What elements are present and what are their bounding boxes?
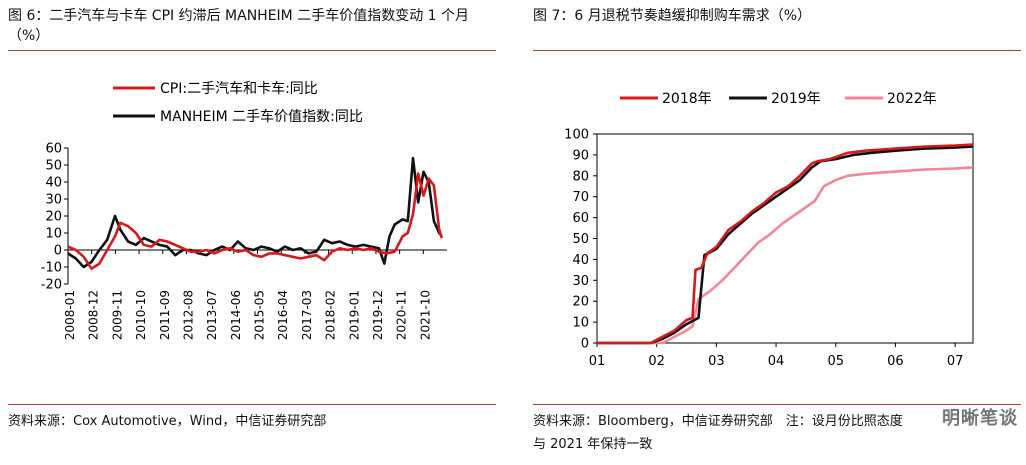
x-tick-label: 06 <box>887 354 904 369</box>
x-tick-label: 2019-12 <box>371 290 385 340</box>
y-tick-label: 20 <box>572 295 589 310</box>
x-tick-label: 05 <box>827 354 844 369</box>
right-top-rule <box>533 50 1021 51</box>
x-tick-label: 2016-04 <box>276 290 290 340</box>
y-tick-label: -20 <box>41 278 62 293</box>
y-tick-label: 100 <box>564 128 589 143</box>
plot-area-frame <box>596 133 974 344</box>
x-tick-label: 2017-03 <box>300 290 314 340</box>
x-tick-label: 2015-05 <box>253 290 267 340</box>
x-tick-label: 2014-06 <box>229 290 243 340</box>
right-source-line1: 资料来源：Bloomberg，中信证券研究部 注：设月份比照态度 <box>533 414 903 429</box>
y-tick-label: 10 <box>45 227 62 242</box>
y-tick-label: 0 <box>581 337 589 352</box>
x-tick-label: 2018-02 <box>324 290 338 340</box>
y-tick-label: 30 <box>572 274 589 289</box>
right-bottom-rule <box>533 404 1021 405</box>
y-tick-label: 60 <box>45 142 62 157</box>
y-tick-label: 10 <box>572 316 589 331</box>
x-tick-label: 2009-11 <box>110 290 124 340</box>
x-tick-label: 2012-08 <box>181 290 195 340</box>
y-tick-label: 40 <box>45 176 62 191</box>
y-tick-label: -10 <box>41 261 62 276</box>
x-tick-label: 03 <box>708 354 725 369</box>
y-tick-label: 80 <box>572 169 589 184</box>
right-chart-panel: 图 7：6 月退税节奏趋缓抑制购车需求（%） 100 90 80 70 60 50 40 30… <box>525 0 1026 465</box>
x-tick-label: 2020-11 <box>395 290 409 340</box>
y-tick-label: 40 <box>572 253 589 268</box>
y-tick-label: 0 <box>54 244 62 259</box>
x-tick-label: 2008-01 <box>63 290 77 340</box>
x-tick-label: 2008-12 <box>87 290 101 340</box>
legend-label: MANHEIM 二手车价值指数:同比 <box>160 108 363 125</box>
x-tick-label: 2019-01 <box>347 290 361 340</box>
left-chart-panel: 图 6：二手汽车与卡车 CPI 约滞后 MANHEIM 二手车价值指数变动 1 … <box>0 0 500 465</box>
right-chart-title: 图 7：6 月退税节奏趋缓抑制购车需求（%） <box>533 8 812 24</box>
left-top-rule <box>8 50 496 51</box>
series-line <box>67 156 443 269</box>
series-line <box>597 145 974 345</box>
x-tick-label: 02 <box>648 354 665 369</box>
y-tick-label: 30 <box>45 193 62 208</box>
x-tick-label: 04 <box>768 354 785 369</box>
x-tick-label: 2011-09 <box>158 290 172 340</box>
legend-label: 2022年 <box>887 91 937 107</box>
left-chart-title: 图 6：二手汽车与卡车 CPI 约滞后 MANHEIM 二手车价值指数变动 1 … <box>8 8 470 44</box>
y-tick-label: 90 <box>572 148 589 163</box>
x-tick-label: 2021-10 <box>418 290 432 340</box>
x-tick-label: 07 <box>947 354 964 369</box>
legend-label: 2018年 <box>662 91 712 107</box>
series-line <box>597 166 974 345</box>
legend-label: 2019年 <box>771 91 821 107</box>
x-tick-label: 2013-07 <box>205 290 219 340</box>
legend-label: CPI:二手汽车和卡车:同比 <box>160 80 318 97</box>
y-tick-label: 20 <box>45 210 62 225</box>
x-tick-label: 01 <box>589 354 606 369</box>
x-tick-label: 2010-10 <box>134 290 148 340</box>
y-tick-label: 70 <box>572 190 589 205</box>
series-line <box>67 172 444 270</box>
left-source: 资料来源：Cox Automotive，Wind，中信证券研究部 <box>8 414 327 429</box>
y-tick-label: 60 <box>572 211 589 226</box>
y-tick-label: 50 <box>572 232 589 247</box>
series-line <box>597 143 974 345</box>
left-bottom-rule <box>8 404 496 405</box>
right-source-line2: 与 2021 年保持一致 <box>533 437 653 452</box>
watermark: 明晰笔谈 <box>942 408 1018 429</box>
y-tick-label: 50 <box>45 159 62 174</box>
